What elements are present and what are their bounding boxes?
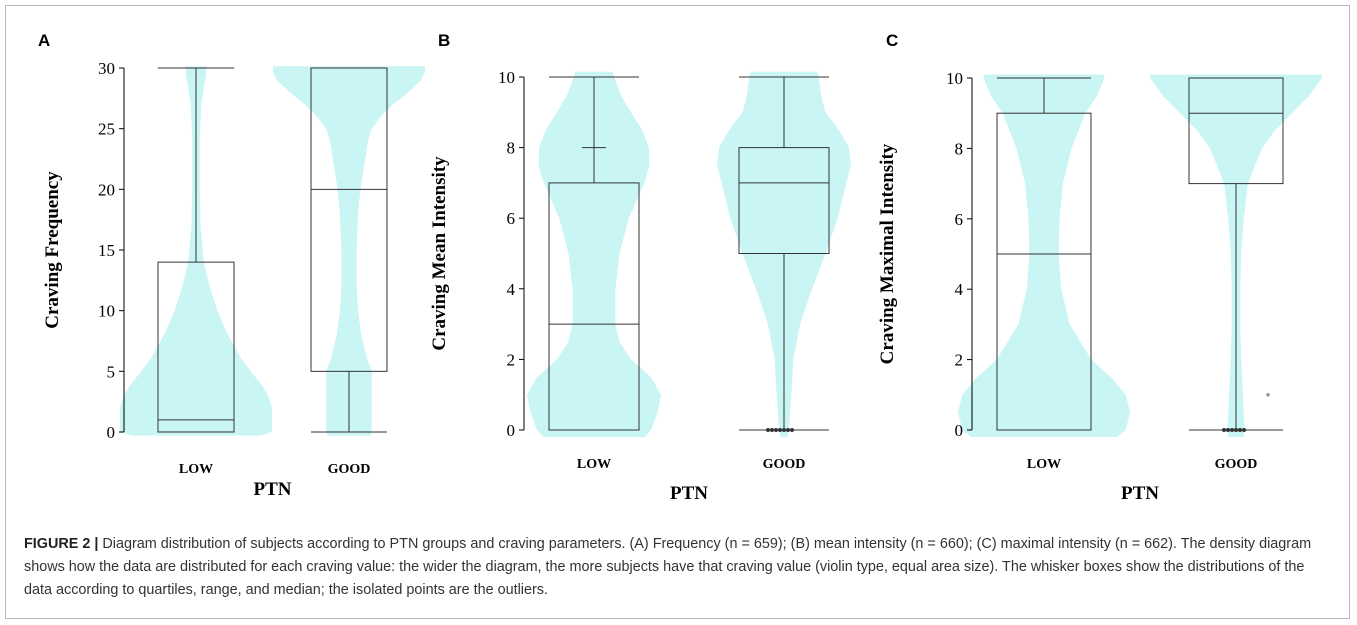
outlier-point [1238,428,1242,432]
y-tick-label: 0 [507,421,516,440]
box-good [1188,77,1284,185]
outlier-point [782,428,786,432]
outlier-point [778,428,782,432]
y-axis-title: Craving Mean Intensity [429,156,450,351]
panel-letter: C [886,31,898,50]
panel-b: B 0 2 4 6 8 10 LOW GOOD PTN Craving Mean Intensity [429,31,851,504]
y-axis-title: Craving Frequency [42,171,63,329]
y-tick-label: 10 [946,69,963,88]
outlier-point [786,428,790,432]
category-label-low: LOW [179,462,213,477]
outlier-point [1234,428,1238,432]
category-label-good: GOOD [328,462,371,477]
y-tick-label: 8 [507,139,516,158]
y-tick-label: 20 [98,180,115,199]
panel-letter: B [438,31,450,50]
y-tick-label: 8 [955,139,964,158]
outlier-point [1230,428,1234,432]
outlier-point [770,428,774,432]
outlier-point [1242,428,1246,432]
panel-c: C 0 2 4 6 8 10 LOW GOOD PTN Craving Maximal Intens… [877,31,1322,504]
category-label-good: GOOD [1215,457,1258,472]
y-tick-label: 0 [107,423,116,442]
box-good [738,147,830,255]
y-tick-label: 6 [955,210,964,229]
outlier-point [1222,428,1226,432]
panel-a: A 0 5 10 15 20 25 30 LOW GOOD PTN Craving Frequency [38,31,425,500]
category-label-low: LOW [577,457,611,472]
outlier-point [1266,393,1270,397]
x-axis-title: PTN [254,479,292,500]
category-label-low: LOW [1027,457,1061,472]
outlier-point [790,428,794,432]
y-tick-label: 15 [98,241,115,260]
y-tick-label: 5 [107,362,116,381]
y-tick-label: 6 [507,209,516,228]
box-low [996,112,1092,431]
y-tick-label: 0 [955,421,964,440]
y-axis-title: Craving Maximal Intensity [877,143,898,364]
category-label-good: GOOD [763,457,806,472]
box-low [548,182,640,431]
y-tick-label: 25 [98,120,115,139]
y-tick-label: 2 [955,351,964,370]
caption-text: Diagram distribution of subjects accordi… [24,536,1312,598]
violin-low [527,71,661,438]
y-tick-label: 4 [955,280,964,299]
y-tick-label: 30 [98,59,115,78]
figure-frame: A 0 5 10 15 20 25 30 LOW GOOD PTN Craving Frequency… [5,5,1350,619]
y-tick-label: 4 [507,280,516,299]
caption-label: FIGURE 2 | [24,536,99,552]
x-axis-title: PTN [670,483,708,504]
y-tick-label: 10 [98,302,115,321]
panel-letter: A [38,31,50,50]
violin-good [273,66,425,436]
figure-caption: FIGURE 2 | Diagram distribution of subje… [24,533,1334,602]
outlier-point [1226,428,1230,432]
box-good [310,67,388,372]
box-low [157,261,235,433]
x-axis-title: PTN [1121,483,1159,504]
y-tick-label: 2 [507,350,516,369]
y-tick-label: 10 [498,68,515,87]
outlier-point [766,428,770,432]
violin-low [958,74,1130,437]
outlier-point [774,428,778,432]
